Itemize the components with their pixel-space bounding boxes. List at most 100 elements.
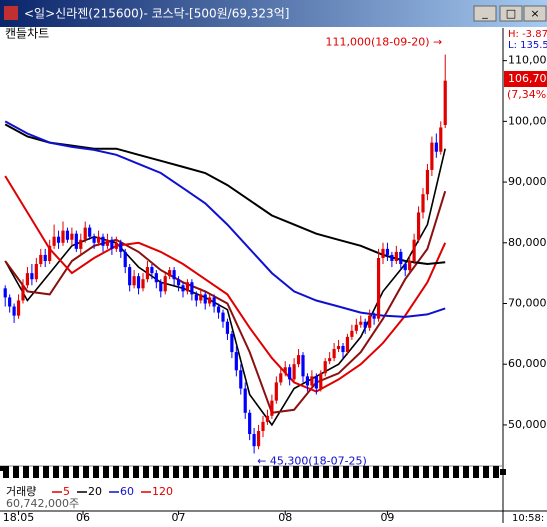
candle-body [199, 294, 203, 301]
candle-body [239, 370, 243, 389]
panel-label: 캔들차트 [5, 27, 49, 41]
candle-body [408, 261, 412, 271]
x-tick-label: 06 [76, 511, 90, 523]
close-button[interactable] [523, 5, 547, 22]
candle-body [159, 282, 163, 292]
candle-body [336, 346, 341, 350]
candle-body [88, 227, 92, 237]
candle-body [172, 270, 176, 280]
title-bar [0, 0, 547, 27]
candle-body [305, 376, 310, 386]
candle-body [274, 382, 278, 401]
candle-body [74, 233, 78, 249]
candle-body [403, 264, 407, 271]
candle-body [8, 297, 12, 307]
current-price-box [504, 71, 547, 87]
candle-body [208, 297, 212, 304]
candle-body [350, 330, 354, 337]
candle-body [176, 279, 181, 286]
candle-body [194, 294, 198, 301]
candle-body [154, 273, 158, 283]
candle-body [105, 239, 110, 246]
candle-body [416, 212, 421, 240]
candle-body [439, 127, 443, 152]
candle-body [328, 358, 332, 362]
candle-body [52, 236, 56, 246]
candle-body [270, 400, 274, 416]
candle-body [168, 270, 172, 277]
candle-body [359, 321, 363, 325]
low-label: L: 135.5 [508, 40, 547, 51]
candle-body [319, 373, 323, 389]
maximize-button[interactable] [499, 5, 523, 22]
candle-body [221, 312, 225, 322]
candle-body [203, 294, 207, 304]
candle-body [279, 373, 283, 383]
candle-body [56, 236, 61, 243]
candle-body [243, 388, 247, 413]
candle-body [390, 254, 394, 261]
candle-body [292, 364, 296, 380]
window-buttons: _ □ × [473, 5, 547, 22]
candle-body [399, 251, 403, 265]
candle-body [101, 236, 105, 246]
candle-body [114, 242, 118, 249]
candle-body [256, 431, 261, 447]
candle-body [110, 239, 114, 249]
legend-label: 20 [88, 485, 102, 498]
y-tick-label: 70,000 [508, 297, 547, 310]
legend-label: 5 [63, 485, 70, 498]
high-annotation: 111,000(18-09-20) → [326, 36, 443, 49]
candle-body [83, 227, 87, 240]
candle-body [421, 194, 425, 213]
candle-body [425, 169, 430, 195]
close-label: × [530, 7, 539, 20]
candle-body [145, 267, 150, 280]
clock: 10:58: [512, 513, 544, 523]
candle-body [296, 355, 301, 365]
y-tick-label: 110,000 [508, 54, 547, 67]
app-icon [4, 6, 18, 20]
moving-average [4, 175, 447, 393]
candle-body [30, 273, 34, 280]
x-tick-label: 09 [380, 511, 394, 523]
y-tick-label: 80,000 [508, 236, 547, 249]
candle-body [230, 333, 234, 353]
minimize-label: _ [481, 6, 488, 19]
candle-body [225, 321, 230, 334]
candle-body [190, 282, 194, 295]
candle-body [61, 230, 65, 243]
moving-average [4, 190, 447, 414]
x-tick-label: 08 [278, 511, 292, 523]
candle-body [185, 282, 190, 292]
x-tick-label: 18.05 [3, 511, 35, 523]
candle-body [163, 276, 167, 292]
signal-strip [0, 466, 506, 478]
candle-body [25, 273, 30, 286]
candle-body [314, 376, 318, 389]
candle-body [394, 251, 398, 261]
candle-body [443, 80, 447, 125]
candle-body [141, 279, 145, 289]
candle-body [96, 236, 101, 243]
candle-body [132, 276, 136, 286]
candle-body [34, 264, 38, 280]
minimize-button[interactable] [473, 5, 497, 22]
volume-legend: 거래량 [6, 485, 36, 498]
candle-body [181, 285, 185, 292]
candle-body [150, 267, 154, 274]
candle-body [92, 236, 96, 243]
current-price: 106,700 [508, 72, 547, 85]
volume-note: 60,742,000주 [6, 497, 79, 510]
y-tick-label: 100,000 [508, 114, 547, 127]
candle-body [39, 254, 43, 265]
candle-body [216, 306, 221, 313]
candle-body [43, 254, 47, 261]
change-label: (7,34%) [507, 88, 547, 101]
candle-body [288, 367, 292, 380]
candle-body [363, 321, 367, 328]
candle-body [301, 355, 305, 377]
candle-body [332, 349, 336, 359]
candle-body [376, 257, 381, 319]
